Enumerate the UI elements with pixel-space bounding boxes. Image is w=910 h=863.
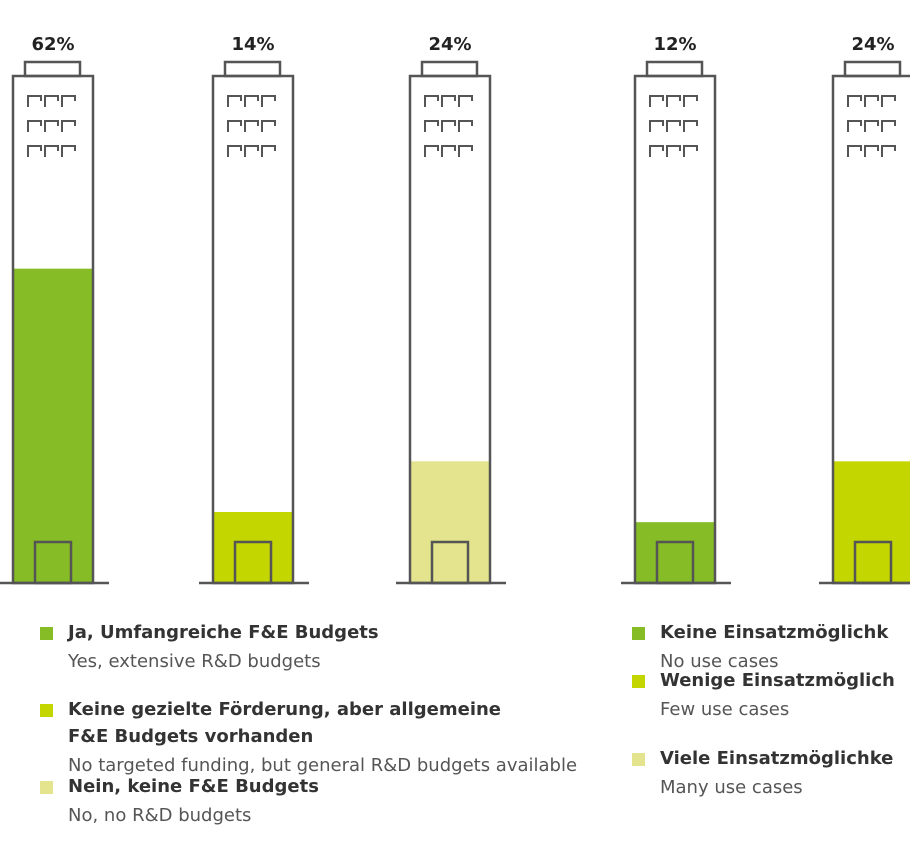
legend-sublabel: Many use cases (660, 777, 803, 798)
legend-sublabel: Yes, extensive R&D budgets (67, 651, 321, 672)
building-windows (227, 95, 276, 157)
legend-label: Nein, keine F&E Budgets (68, 776, 319, 797)
value-label: 24% (851, 34, 894, 55)
legend-swatch (632, 627, 645, 640)
bar-fill (410, 461, 490, 583)
value-label: 12% (653, 34, 696, 55)
building-windows (27, 95, 76, 157)
legend-label: Viele Einsatzmöglichke (660, 748, 893, 769)
legend-sublabel: No, no R&D budgets (68, 805, 251, 826)
building-windows (847, 95, 896, 157)
building-windows (649, 95, 698, 157)
building-door (655, 540, 695, 585)
bar-fill (213, 512, 293, 583)
building-body (211, 74, 295, 585)
legend-label: Keine Einsatzmöglichk (660, 622, 889, 643)
building-body (633, 74, 717, 585)
legend-swatch (632, 675, 645, 688)
legend-sublabel: No targeted funding, but general R&D bud… (68, 755, 577, 776)
legend-label: Ja, Umfangreiche F&E Budgets (66, 622, 379, 643)
bar-fill (635, 522, 715, 583)
legend-swatch (40, 704, 53, 717)
building-roof (223, 60, 282, 78)
value-label: 14% (231, 34, 274, 55)
building-roof (645, 60, 704, 78)
legend-label: Keine gezielte Förderung, aber allgemein… (68, 699, 501, 720)
building-door (853, 540, 893, 585)
legend-swatch (40, 781, 53, 794)
building-windows (424, 95, 473, 157)
building-door (233, 540, 273, 585)
value-label: 62% (31, 34, 74, 55)
building-door (33, 540, 73, 585)
legend-swatch (632, 753, 645, 766)
legend-sublabel: No use cases (660, 651, 779, 672)
building-door (430, 540, 470, 585)
legend-sublabel: Few use cases (660, 699, 789, 720)
legend-label: F&E Budgets vorhanden (68, 726, 313, 747)
building-roof (420, 60, 479, 78)
value-label: 24% (428, 34, 471, 55)
building-roof (23, 60, 82, 78)
bar-fill (833, 461, 910, 583)
legend-label: Wenige Einsatzmöglich (660, 670, 895, 691)
bar-fill (13, 268, 93, 583)
legend-swatch (40, 627, 53, 640)
building-roof (843, 60, 902, 78)
